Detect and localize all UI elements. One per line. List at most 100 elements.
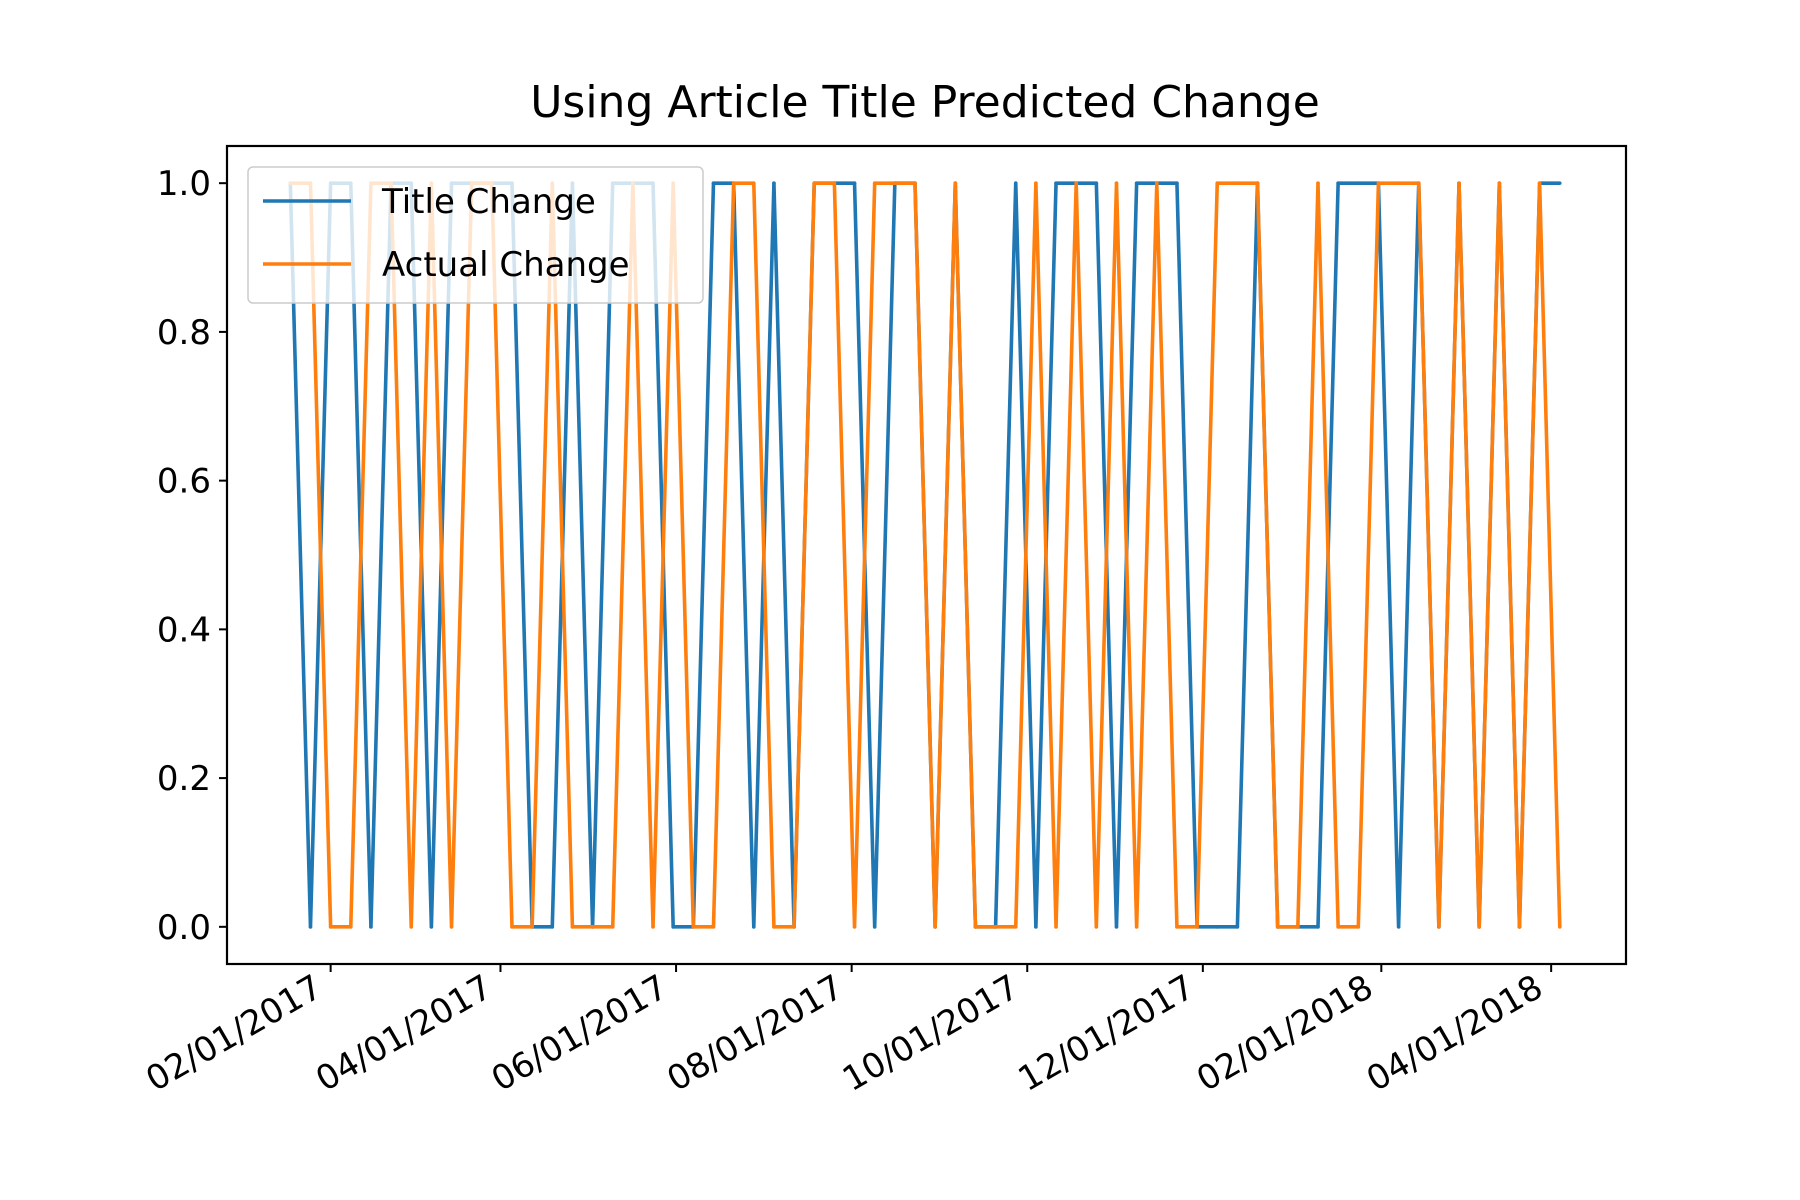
- data-point: [1034, 181, 1038, 185]
- chart-title: Using Article Title Predicted Change: [530, 77, 1320, 128]
- data-point: [953, 181, 958, 185]
- data-point: [1336, 181, 1340, 185]
- data-point: [731, 181, 736, 185]
- data-point: [691, 925, 696, 929]
- data-point: [772, 925, 776, 929]
- x-tick-label: 02/01/2017: [139, 967, 329, 1100]
- data-point: [1013, 925, 1018, 929]
- data-point: [1275, 925, 1280, 929]
- data-point: [872, 181, 877, 185]
- data-point: [429, 925, 434, 929]
- data-point: [1356, 925, 1361, 929]
- data-point: [348, 925, 353, 929]
- data-point: [973, 925, 978, 929]
- y-tick-label: 0.8: [157, 313, 211, 353]
- data-point: [1517, 925, 1522, 929]
- data-point: [1537, 181, 1542, 185]
- x-tick-label: 02/01/2018: [1190, 967, 1380, 1100]
- data-point: [1094, 181, 1099, 185]
- data-point: [1316, 925, 1320, 929]
- data-point: [751, 181, 756, 185]
- data-point: [1175, 181, 1179, 185]
- legend: Title Change Actual Change: [247, 166, 704, 304]
- x-tick-label: 04/01/2018: [1360, 967, 1550, 1100]
- data-point: [1054, 181, 1058, 185]
- x-tick-label: 10/01/2017: [836, 967, 1026, 1100]
- data-point: [1437, 925, 1441, 929]
- data-point: [852, 925, 857, 929]
- data-point: [933, 925, 937, 929]
- data-point: [550, 925, 555, 929]
- data-point: [1134, 181, 1139, 185]
- data-point: [1235, 925, 1240, 929]
- data-point: [530, 925, 534, 929]
- data-point: [792, 925, 796, 929]
- data-point: [751, 925, 756, 929]
- data-point: [590, 925, 595, 929]
- data-point: [1356, 181, 1361, 185]
- data-point: [510, 925, 514, 929]
- data-point: [1154, 181, 1159, 185]
- data-point: [1477, 925, 1481, 929]
- data-point: [1557, 181, 1562, 185]
- data-point: [449, 925, 454, 929]
- y-tick-label: 0.0: [157, 908, 211, 948]
- x-tick-label: 12/01/2017: [1012, 967, 1202, 1100]
- data-point: [1336, 925, 1340, 929]
- data-point: [1416, 181, 1421, 185]
- data-point: [1497, 181, 1502, 185]
- data-point: [893, 181, 897, 185]
- data-point: [1296, 925, 1300, 929]
- data-point: [1235, 181, 1240, 185]
- x-tick-label: 06/01/2017: [485, 967, 675, 1100]
- data-point: [1316, 181, 1320, 185]
- data-point: [1114, 925, 1119, 929]
- data-point: [1013, 181, 1018, 185]
- y-tick-label: 0.2: [157, 759, 211, 799]
- data-point: [1114, 181, 1119, 185]
- data-point: [409, 925, 414, 929]
- legend-frame: [247, 166, 704, 304]
- data-point: [1215, 925, 1220, 929]
- data-point: [711, 925, 716, 929]
- y-tick-label: 1.0: [157, 164, 211, 204]
- data-point: [1074, 181, 1078, 185]
- data-point: [651, 925, 655, 929]
- data-point: [1396, 925, 1401, 929]
- data-point: [1034, 925, 1038, 929]
- data-point: [852, 181, 857, 185]
- data-point: [1175, 925, 1179, 929]
- x-tick-label: 08/01/2017: [660, 967, 850, 1100]
- data-point: [1557, 925, 1562, 929]
- data-point: [1134, 925, 1139, 929]
- data-point: [369, 925, 373, 929]
- data-point: [308, 925, 313, 929]
- data-point: [1094, 925, 1099, 929]
- legend-label: Title Change: [381, 182, 596, 222]
- data-point: [610, 925, 615, 929]
- data-point: [711, 181, 716, 185]
- data-point: [993, 925, 998, 929]
- x-axis: 02/01/201704/01/201706/01/201708/01/2017…: [139, 964, 1553, 1100]
- y-tick-label: 0.6: [157, 462, 211, 502]
- data-point: [1215, 181, 1220, 185]
- data-point: [1457, 181, 1461, 185]
- x-tick-label: 04/01/2017: [309, 967, 499, 1100]
- data-point: [1396, 181, 1401, 185]
- data-point: [812, 181, 817, 185]
- data-point: [1376, 181, 1381, 185]
- data-point: [1255, 181, 1260, 185]
- legend-label: Actual Change: [382, 245, 630, 285]
- data-point: [913, 181, 917, 185]
- series-line: [290, 181, 1562, 929]
- data-point: [671, 925, 675, 929]
- data-point: [832, 181, 837, 185]
- data-point: [1054, 925, 1058, 929]
- y-tick-label: 0.4: [157, 610, 211, 650]
- data-point: [328, 925, 333, 929]
- data-point: [772, 181, 776, 185]
- y-axis: 0.0 0.2 0.4 0.6 0.8 1.0: [157, 164, 227, 948]
- data-point: [872, 925, 877, 929]
- plot-area-frame: [225, 144, 1628, 966]
